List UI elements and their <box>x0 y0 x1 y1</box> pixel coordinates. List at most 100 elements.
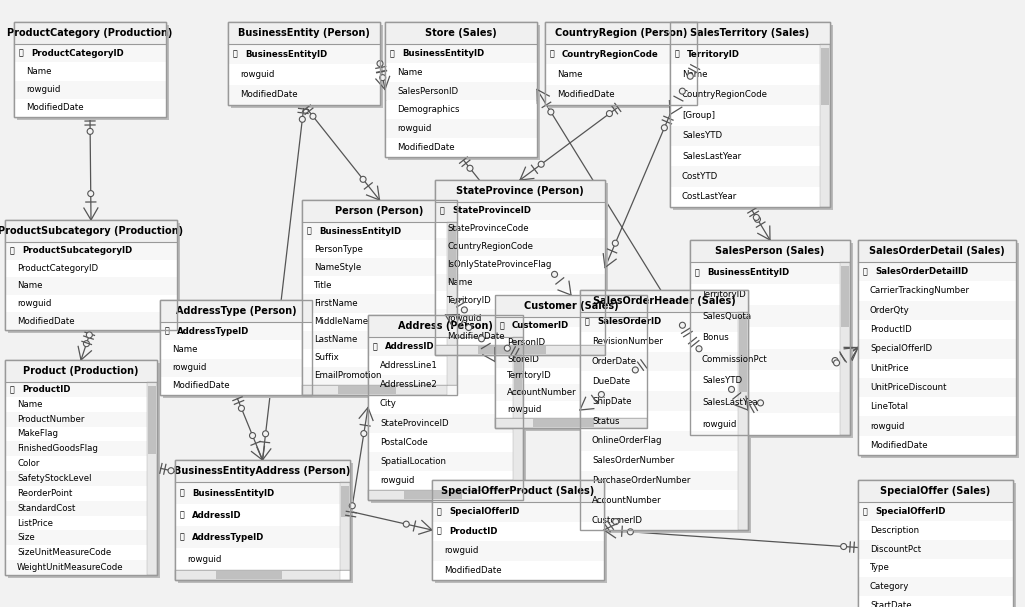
FancyBboxPatch shape <box>302 313 447 331</box>
Text: rowguid: rowguid <box>172 363 206 372</box>
FancyBboxPatch shape <box>690 240 850 262</box>
Circle shape <box>379 75 385 81</box>
Text: LastName: LastName <box>314 335 358 344</box>
FancyBboxPatch shape <box>175 482 340 504</box>
Text: CountryRegionCode: CountryRegionCode <box>447 242 533 251</box>
Text: Color: Color <box>17 459 39 468</box>
Text: ModifiedDate: ModifiedDate <box>240 90 297 100</box>
Circle shape <box>757 400 764 406</box>
Text: SalesYTD: SalesYTD <box>702 376 742 385</box>
FancyBboxPatch shape <box>673 25 833 210</box>
FancyBboxPatch shape <box>432 502 604 521</box>
Text: rowguid: rowguid <box>26 85 60 94</box>
FancyBboxPatch shape <box>385 120 537 138</box>
FancyBboxPatch shape <box>385 22 537 157</box>
Text: FinishedGoodsFlag: FinishedGoodsFlag <box>17 444 97 453</box>
FancyBboxPatch shape <box>580 392 738 411</box>
Text: ModifiedDate: ModifiedDate <box>447 331 504 341</box>
Text: rowguid: rowguid <box>870 421 904 430</box>
FancyBboxPatch shape <box>340 482 350 570</box>
Circle shape <box>239 405 244 412</box>
Text: BusinessEntityID: BusinessEntityID <box>245 50 327 59</box>
FancyBboxPatch shape <box>231 25 383 108</box>
FancyBboxPatch shape <box>545 84 697 105</box>
FancyBboxPatch shape <box>368 395 512 413</box>
Text: BusinessEntity (Person): BusinessEntity (Person) <box>238 28 370 38</box>
Text: SalesPersonID: SalesPersonID <box>397 87 458 95</box>
Text: SalesQuota: SalesQuota <box>702 311 751 320</box>
FancyBboxPatch shape <box>858 378 1016 397</box>
Text: SalesOrderID: SalesOrderID <box>597 317 661 327</box>
Text: 🔑: 🔑 <box>500 321 504 330</box>
FancyBboxPatch shape <box>8 223 180 333</box>
Text: SpecialOfferID: SpecialOfferID <box>870 344 932 353</box>
FancyBboxPatch shape <box>435 309 605 327</box>
Text: 🔑: 🔑 <box>180 489 184 498</box>
FancyBboxPatch shape <box>448 226 456 283</box>
FancyBboxPatch shape <box>338 386 397 394</box>
Circle shape <box>538 161 544 168</box>
FancyBboxPatch shape <box>690 305 840 327</box>
Circle shape <box>299 117 305 122</box>
FancyBboxPatch shape <box>495 418 647 428</box>
FancyBboxPatch shape <box>495 384 647 401</box>
Circle shape <box>377 61 383 67</box>
Text: 🔑: 🔑 <box>19 49 24 58</box>
FancyBboxPatch shape <box>5 501 147 515</box>
Text: NameStyle: NameStyle <box>314 263 361 272</box>
FancyBboxPatch shape <box>175 460 350 482</box>
FancyBboxPatch shape <box>580 451 738 470</box>
FancyBboxPatch shape <box>690 413 840 435</box>
Circle shape <box>87 129 93 134</box>
Text: AddressID: AddressID <box>192 510 242 520</box>
Text: Name: Name <box>17 400 42 409</box>
FancyBboxPatch shape <box>5 515 147 531</box>
FancyBboxPatch shape <box>580 290 748 530</box>
Text: RevisionNumber: RevisionNumber <box>592 337 663 346</box>
FancyBboxPatch shape <box>580 470 738 490</box>
FancyBboxPatch shape <box>432 521 604 541</box>
Text: SalesPerson (Sales): SalesPerson (Sales) <box>715 246 825 256</box>
FancyBboxPatch shape <box>858 339 1016 359</box>
FancyBboxPatch shape <box>858 320 1016 339</box>
Circle shape <box>168 467 174 473</box>
Text: ModifiedDate: ModifiedDate <box>870 441 928 450</box>
FancyBboxPatch shape <box>5 277 177 295</box>
FancyBboxPatch shape <box>432 480 604 502</box>
FancyBboxPatch shape <box>495 295 647 428</box>
FancyBboxPatch shape <box>690 283 840 305</box>
FancyBboxPatch shape <box>368 315 523 500</box>
FancyBboxPatch shape <box>302 222 447 240</box>
FancyBboxPatch shape <box>5 242 177 260</box>
FancyBboxPatch shape <box>670 186 820 207</box>
Text: rowguid: rowguid <box>380 476 414 485</box>
Text: Person (Person): Person (Person) <box>335 206 423 216</box>
FancyBboxPatch shape <box>14 81 166 99</box>
Text: BusinessEntityID: BusinessEntityID <box>707 268 789 277</box>
Text: StateProvinceID: StateProvinceID <box>452 206 531 215</box>
Text: 🔑: 🔑 <box>180 510 184 520</box>
Circle shape <box>350 503 356 509</box>
Circle shape <box>833 360 839 366</box>
FancyBboxPatch shape <box>545 22 697 105</box>
Text: ModifiedDate: ModifiedDate <box>557 90 615 100</box>
FancyBboxPatch shape <box>738 312 748 530</box>
Text: CarrierTrackingNumber: CarrierTrackingNumber <box>870 287 970 296</box>
FancyBboxPatch shape <box>580 411 738 431</box>
FancyBboxPatch shape <box>302 385 447 395</box>
Circle shape <box>360 176 366 182</box>
Text: SalesYTD: SalesYTD <box>682 131 723 140</box>
Text: TerritoryID: TerritoryID <box>507 371 551 381</box>
Circle shape <box>551 271 558 277</box>
FancyBboxPatch shape <box>5 545 147 560</box>
Text: StateProvinceID: StateProvinceID <box>380 419 449 427</box>
FancyBboxPatch shape <box>435 256 605 274</box>
Text: ModifiedDate: ModifiedDate <box>26 103 84 112</box>
Text: UnitPrice: UnitPrice <box>870 364 908 373</box>
Text: AccountNumber: AccountNumber <box>592 496 661 505</box>
Text: OrderDate: OrderDate <box>592 357 638 366</box>
FancyBboxPatch shape <box>371 318 526 503</box>
Circle shape <box>729 387 735 392</box>
Text: StoreID: StoreID <box>507 354 539 364</box>
Text: 🔑: 🔑 <box>10 246 14 256</box>
